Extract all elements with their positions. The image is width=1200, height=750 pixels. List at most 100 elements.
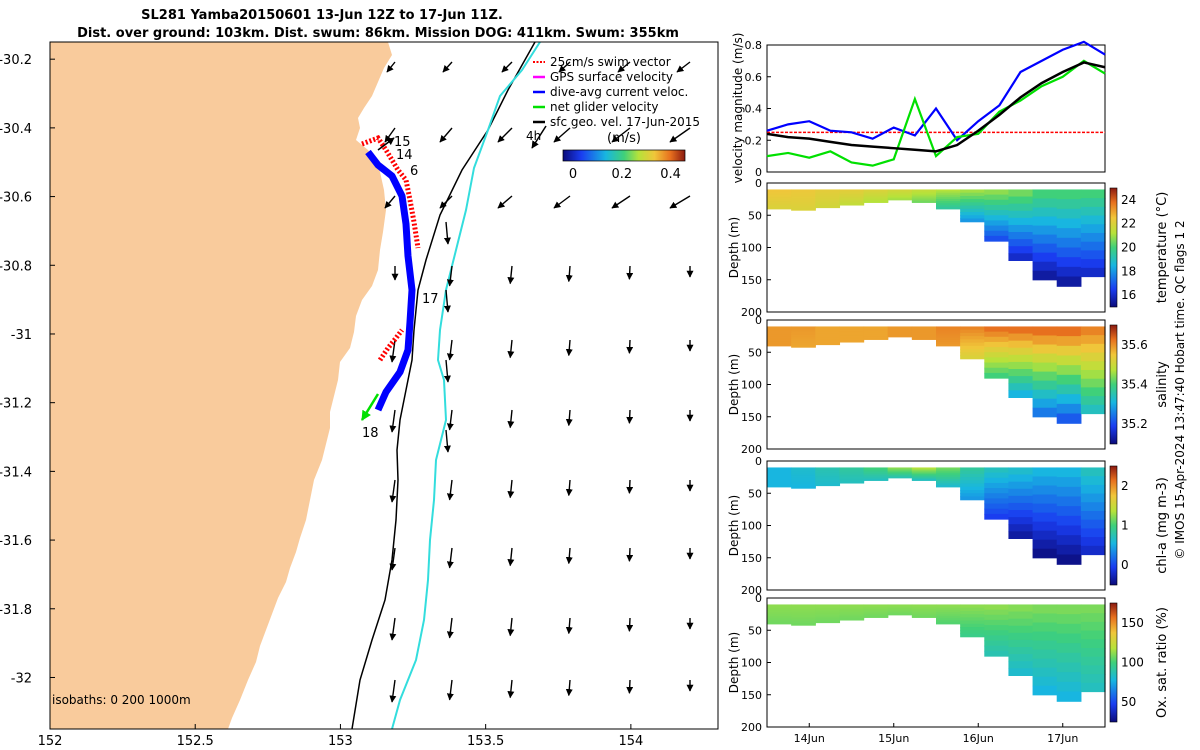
section-cell — [791, 328, 816, 332]
section-y-tick-label: 0 — [755, 455, 762, 468]
section-y-label: Depth (m) — [727, 632, 741, 693]
section-cell — [887, 607, 913, 610]
section-cell — [839, 479, 865, 482]
section-cell — [767, 332, 792, 335]
velocity-arrow — [507, 409, 515, 429]
section-cell — [984, 189, 1010, 196]
section-cell — [911, 194, 937, 197]
section-cell — [984, 215, 1010, 222]
section-cell — [911, 201, 937, 203]
section-cell — [767, 471, 792, 474]
section-y-tick-label: 50 — [748, 346, 762, 359]
section-colorbar-label: temperature (°C) — [1155, 192, 1170, 304]
section-cell — [984, 357, 1010, 364]
section-cell — [791, 616, 816, 620]
section-cell — [1080, 528, 1106, 538]
section-cell — [767, 604, 792, 607]
section-y-tick-label: 150 — [741, 274, 762, 287]
section-cell — [815, 604, 841, 607]
section-cell — [960, 480, 985, 485]
section-cell — [1080, 189, 1106, 199]
section-cell — [984, 650, 1010, 657]
section-cell — [815, 326, 841, 329]
section-cell — [887, 610, 913, 613]
velocity-arrow — [626, 679, 634, 694]
section-cell — [1056, 681, 1082, 693]
section-cell — [984, 235, 1010, 242]
section-cell — [1008, 625, 1034, 634]
section-cell — [1056, 477, 1082, 488]
section-cell — [815, 196, 841, 200]
section-cell — [911, 197, 937, 200]
section-cell — [960, 215, 985, 220]
section-cell — [887, 196, 913, 199]
section-cell — [887, 335, 913, 338]
section-cell — [911, 195, 937, 198]
section-cell — [984, 477, 1010, 484]
section-cell — [863, 192, 889, 194]
section-cell — [839, 476, 865, 479]
section-cell — [791, 334, 816, 338]
section-cell — [911, 338, 937, 340]
section-cell — [1032, 503, 1058, 514]
velocity-series — [766, 40, 1106, 167]
velocity-arrow — [565, 479, 573, 497]
section-cell — [887, 333, 913, 336]
velocity-arrow — [389, 409, 397, 433]
section-cell — [815, 474, 841, 478]
section-cell — [863, 334, 889, 337]
section-cell — [1032, 335, 1058, 346]
section-cell — [791, 199, 816, 203]
section-cell — [936, 469, 961, 472]
section-cell — [960, 192, 985, 197]
section-cell — [767, 202, 792, 206]
map-x-tick-label: 154 — [618, 734, 643, 749]
section-cell — [984, 347, 1010, 353]
section-cell — [936, 343, 961, 347]
section-cell — [960, 620, 985, 625]
section-cell — [960, 633, 985, 638]
section-cell — [767, 328, 792, 331]
section-cell — [1056, 672, 1082, 683]
section-cell — [1056, 554, 1082, 565]
section-cell — [887, 192, 913, 195]
velocity-arrow — [507, 265, 515, 285]
section-cell — [887, 605, 913, 608]
section-cell — [936, 473, 961, 476]
section-colorbar-label: Ox. sat. ratio (%) — [1155, 607, 1170, 718]
section-cell — [936, 199, 961, 202]
section-cell — [839, 201, 865, 204]
section-cell — [863, 468, 889, 471]
section-cell — [839, 200, 865, 203]
section-cell — [911, 327, 937, 330]
section-colorbar-tick: 100 — [1121, 656, 1144, 670]
section-cell — [791, 623, 816, 626]
section-cell — [1056, 189, 1082, 200]
section-cell — [911, 331, 937, 334]
section-colorbar — [1109, 324, 1118, 445]
day-label: 17 — [422, 292, 439, 307]
section-cell — [1080, 369, 1106, 380]
section-cell — [839, 472, 865, 475]
section-cell — [936, 612, 961, 615]
section-cell — [863, 195, 889, 198]
section-cell — [936, 332, 961, 335]
time-tick-label: 17Jun — [1047, 732, 1078, 745]
section-cell — [960, 342, 985, 347]
section-cell — [1080, 335, 1106, 345]
section-cell — [984, 336, 1010, 343]
section-cell — [1056, 525, 1082, 536]
section-cell — [911, 472, 937, 475]
velocity-arrow — [669, 195, 691, 209]
section-cell — [1032, 467, 1058, 478]
map-colorbar-tick: 0.2 — [611, 167, 632, 182]
section-cell — [887, 197, 913, 200]
section-cell — [863, 604, 889, 607]
velocity-y-tick-label: 0.8 — [745, 39, 763, 52]
section-cell — [863, 193, 889, 196]
section-cell — [839, 192, 865, 195]
section-cell — [984, 645, 1010, 652]
section-cell — [1032, 252, 1058, 263]
section-cell — [839, 189, 865, 192]
section-cell — [936, 621, 961, 625]
